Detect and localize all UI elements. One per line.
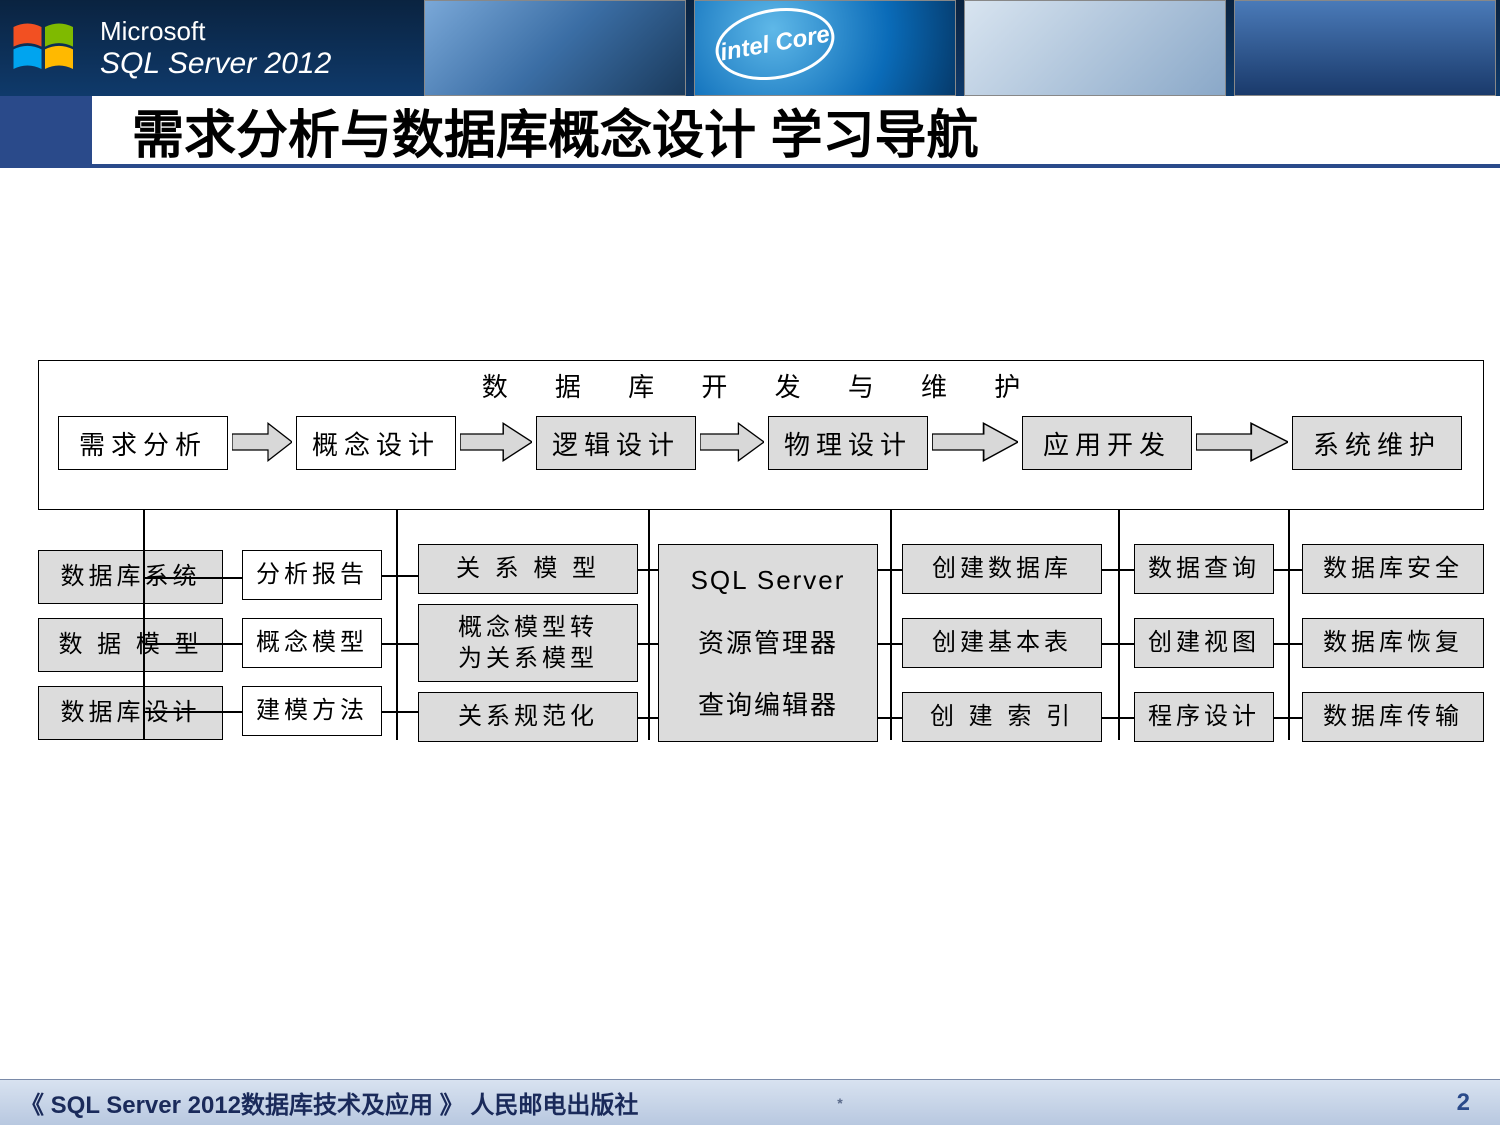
- connector-20: [1288, 510, 1290, 740]
- sub-box-5: 建模方法: [242, 686, 382, 736]
- sub-box-18: 数据库传输: [1302, 692, 1484, 742]
- connector-1: [143, 577, 242, 579]
- sub-box-13: 数据查询: [1134, 544, 1274, 594]
- sub-box-14: 创建视图: [1134, 618, 1274, 668]
- sub-box-9: SQL Server 资源管理器 查询编辑器: [658, 544, 878, 742]
- brand-line2: SQL Server 2012: [100, 47, 331, 81]
- connector-6: [382, 643, 418, 645]
- sub-box-10: 创建数据库: [902, 544, 1102, 594]
- windows-flag-icon: [10, 13, 80, 83]
- stage-s1: 需求分析: [58, 416, 228, 470]
- connector-15: [878, 717, 902, 719]
- connector-10: [638, 643, 658, 645]
- sub-box-3: 分析报告: [242, 550, 382, 600]
- brand-text: Microsoft SQL Server 2012: [100, 16, 331, 81]
- connector-4: [396, 510, 398, 740]
- sub-box-6: 关 系 模 型: [418, 544, 638, 594]
- connector-9: [638, 569, 658, 571]
- sub-box-11: 创建基本表: [902, 618, 1102, 668]
- sub-box-7: 概念模型转 为关系模型: [418, 604, 638, 682]
- sub-box-15: 程序设计: [1134, 692, 1274, 742]
- stage-s3: 逻辑设计: [536, 416, 696, 470]
- sub-box-12: 创 建 索 引: [902, 692, 1102, 742]
- brand-line1: Microsoft: [100, 16, 331, 47]
- connector-13: [878, 569, 902, 571]
- connector-11: [638, 717, 658, 719]
- title-bar: 需求分析与数据库概念设计 学习导航: [0, 96, 1500, 168]
- page-title: 需求分析与数据库概念设计 学习导航: [132, 93, 978, 168]
- connector-7: [382, 711, 418, 713]
- sub-box-16: 数据库安全: [1302, 544, 1484, 594]
- sub-box-17: 数据库恢复: [1302, 618, 1484, 668]
- sub-box-8: 关系规范化: [418, 692, 638, 742]
- arrow-3: [932, 422, 1018, 462]
- connector-5: [382, 575, 418, 577]
- connector-16: [1118, 510, 1120, 740]
- stage-s2: 概念设计: [296, 416, 456, 470]
- footer-page-number: 2: [860, 1089, 1500, 1117]
- sub-box-2: 数据库设计: [38, 686, 223, 740]
- connector-18: [1102, 643, 1134, 645]
- connector-17: [1102, 569, 1134, 571]
- arrow-0: [232, 422, 292, 462]
- stage-s4: 物理设计: [768, 416, 928, 470]
- connector-19: [1102, 717, 1134, 719]
- footer-left-text: 《 SQL Server 2012数据库技术及应用 》 人民邮电出版社: [0, 1085, 820, 1120]
- connector-8: [648, 510, 650, 740]
- flowchart-diagram: 人人文库 数 据 库 开 发 与 维 护需求分析概念设计逻辑设计物理设计应用开发…: [38, 360, 1498, 780]
- connector-21: [1274, 569, 1302, 571]
- header-banner: Microsoft SQL Server 2012 intel Core: [0, 0, 1500, 96]
- connector-14: [878, 643, 902, 645]
- connector-3: [143, 711, 242, 713]
- sub-box-4: 概念模型: [242, 618, 382, 668]
- header-image-buildings: [1234, 0, 1496, 96]
- stage-s6: 系统维护: [1292, 416, 1462, 470]
- arrow-1: [460, 422, 532, 462]
- header-image-intel: intel Core: [694, 0, 956, 96]
- connector-23: [1274, 717, 1302, 719]
- footer-bar: 《 SQL Server 2012数据库技术及应用 》 人民邮电出版社 * 2: [0, 1079, 1500, 1125]
- outer-label: 数 据 库 开 发 与 维 护: [39, 367, 1483, 404]
- title-accent: [0, 96, 92, 168]
- connector-0: [143, 510, 145, 740]
- connector-12: [890, 510, 892, 740]
- intel-badge: intel Core: [710, 0, 840, 89]
- footer-star: *: [820, 1095, 860, 1111]
- arrow-2: [700, 422, 764, 462]
- connector-22: [1274, 643, 1302, 645]
- header-image-chip: [964, 0, 1226, 96]
- header-image-hands: [424, 0, 686, 96]
- arrow-4: [1196, 422, 1288, 462]
- connector-2: [143, 643, 242, 645]
- stage-s5: 应用开发: [1022, 416, 1192, 470]
- sub-box-1: 数 据 模 型: [38, 618, 223, 672]
- brand-block: Microsoft SQL Server 2012: [0, 13, 420, 83]
